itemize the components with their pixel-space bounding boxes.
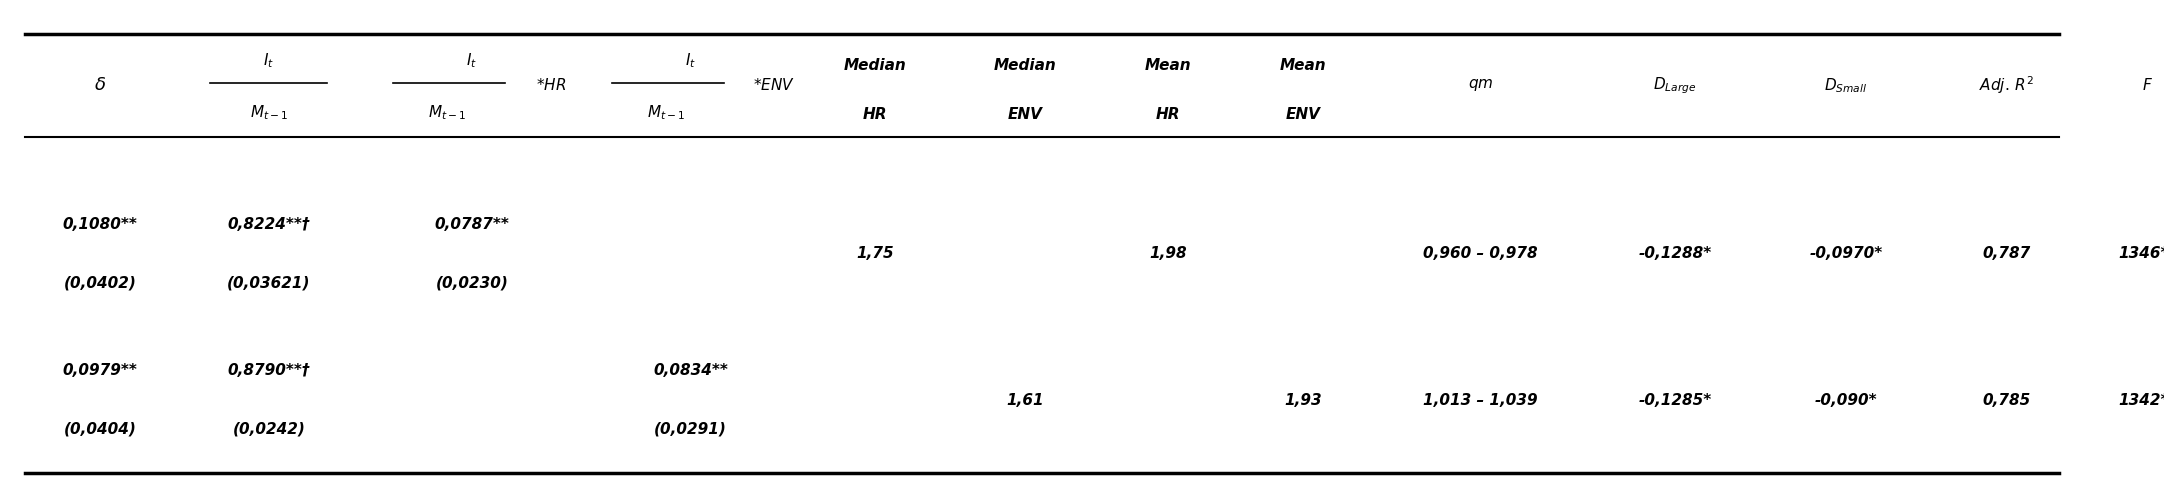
Text: $F$: $F$ <box>2142 78 2153 93</box>
Text: -0,0970*: -0,0970* <box>1809 246 1883 261</box>
Text: HR: HR <box>1156 107 1179 122</box>
Text: 0,785: 0,785 <box>1982 393 2030 407</box>
Text: $* ENV$: $* ENV$ <box>753 78 794 93</box>
Text: $qm$: $qm$ <box>1467 78 1493 93</box>
Text: 1,98: 1,98 <box>1149 246 1186 261</box>
Text: (0,0404): (0,0404) <box>63 422 136 437</box>
Text: Mean: Mean <box>1145 59 1190 73</box>
Text: $M_{t-1}$: $M_{t-1}$ <box>647 103 684 122</box>
Text: 1,61: 1,61 <box>1006 393 1043 407</box>
Text: -0,090*: -0,090* <box>1816 393 1878 407</box>
Text: (0,0242): (0,0242) <box>232 422 305 437</box>
Text: $* HR$: $* HR$ <box>537 78 567 93</box>
Text: (0,03621): (0,03621) <box>227 276 312 290</box>
Text: $I_t$: $I_t$ <box>686 52 697 70</box>
Text: $M_{t-1}$: $M_{t-1}$ <box>428 103 465 122</box>
Text: 0,8224**†: 0,8224**† <box>227 217 309 232</box>
Text: -0,1288*: -0,1288* <box>1638 246 1712 261</box>
Text: Median: Median <box>844 59 907 73</box>
Text: (0,0402): (0,0402) <box>63 276 136 290</box>
Text: $Adj.\, R^2$: $Adj.\, R^2$ <box>1980 75 2034 96</box>
Text: $\delta$: $\delta$ <box>93 77 106 94</box>
Text: ENV: ENV <box>1008 107 1043 122</box>
Text: 0,787: 0,787 <box>1982 246 2030 261</box>
Text: $I_t$: $I_t$ <box>467 52 478 70</box>
Text: 1342**: 1342** <box>2119 393 2164 407</box>
Text: HR: HR <box>863 107 887 122</box>
Text: Mean: Mean <box>1279 59 1327 73</box>
Text: Median: Median <box>993 59 1056 73</box>
Text: 1,75: 1,75 <box>857 246 894 261</box>
Text: -0,1285*: -0,1285* <box>1638 393 1712 407</box>
Text: $M_{t-1}$: $M_{t-1}$ <box>249 103 288 122</box>
Text: (0,0291): (0,0291) <box>654 422 727 437</box>
Text: ENV: ENV <box>1285 107 1320 122</box>
Text: 0,8790**†: 0,8790**† <box>227 364 309 378</box>
Text: 0,1080**: 0,1080** <box>63 217 138 232</box>
Text: 0,0787**: 0,0787** <box>435 217 509 232</box>
Text: 0,0979**: 0,0979** <box>63 364 138 378</box>
Text: 1,93: 1,93 <box>1285 393 1322 407</box>
Text: 1346**: 1346** <box>2119 246 2164 261</box>
Text: $I_t$: $I_t$ <box>264 52 275 70</box>
Text: $D_{Large}$: $D_{Large}$ <box>1653 75 1697 96</box>
Text: (0,0230): (0,0230) <box>435 276 509 290</box>
Text: $D_{Small}$: $D_{Small}$ <box>1824 76 1868 95</box>
Text: 0,0834**: 0,0834** <box>654 364 727 378</box>
Text: 0,960 – 0,978: 0,960 – 0,978 <box>1424 246 1539 261</box>
Text: 1,013 – 1,039: 1,013 – 1,039 <box>1424 393 1539 407</box>
